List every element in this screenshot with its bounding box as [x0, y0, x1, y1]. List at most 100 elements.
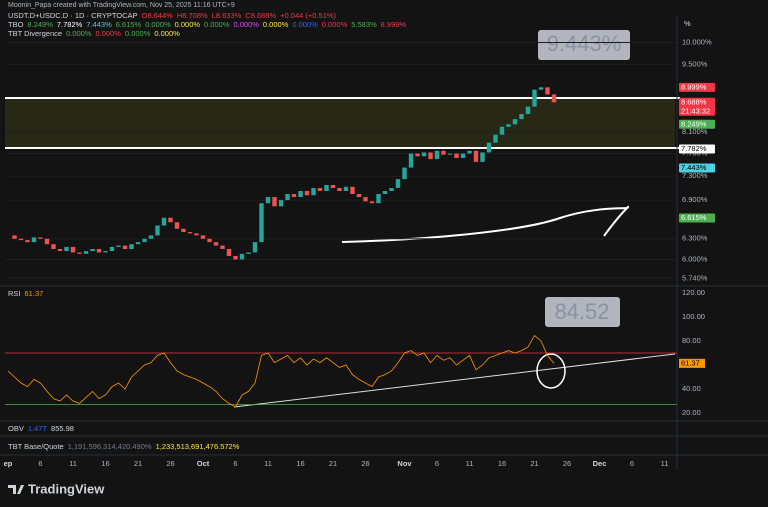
- value: 61.37: [24, 289, 44, 298]
- candle: [174, 222, 180, 229]
- x-tick-label: 6: [630, 459, 634, 468]
- candle: [213, 242, 219, 246]
- trend-line: [233, 353, 676, 408]
- candle: [473, 150, 479, 162]
- value: 1,191,596,314,420.490%: [67, 442, 152, 451]
- price-label: 8.999%: [681, 82, 707, 91]
- candle: [356, 194, 362, 198]
- legend-item: H8.708%: [176, 11, 208, 20]
- logo-icon: [8, 485, 24, 494]
- candle: [363, 197, 368, 202]
- candle: [343, 186, 349, 191]
- candle: [265, 197, 271, 204]
- candle: [109, 246, 115, 252]
- candle: [129, 244, 134, 249]
- legend-item: 0.000%: [174, 20, 201, 29]
- rsi-line: [7, 334, 555, 408]
- rsi-tick-label: 120.00: [682, 288, 705, 297]
- candle: [337, 187, 342, 191]
- candle: [291, 194, 297, 198]
- candle: [441, 150, 446, 155]
- candle: [148, 235, 154, 239]
- x-tick-label: 26: [361, 459, 369, 468]
- candle: [200, 235, 206, 239]
- candle: [324, 185, 329, 191]
- x-tick-label: 26: [563, 459, 571, 468]
- candle: [272, 197, 277, 207]
- candle: [70, 246, 76, 253]
- candle: [499, 126, 505, 135]
- candle: [447, 153, 453, 155]
- candle: [389, 187, 394, 191]
- candle: [298, 190, 303, 198]
- label: TBT Base/Quote: [8, 442, 64, 451]
- legend-item: +0.044 (+0.51%): [280, 11, 337, 20]
- x-tick-label: Nov: [397, 459, 412, 468]
- candle: [77, 252, 82, 254]
- annotation: 84.52: [554, 299, 609, 324]
- candle: [155, 225, 160, 236]
- rsi-tick-label: 40.00: [682, 384, 701, 393]
- x-tick-label: Dec: [593, 459, 607, 468]
- candle: [460, 153, 466, 158]
- price-label: 6.615%: [681, 213, 707, 222]
- label: OBV: [8, 424, 24, 433]
- drawing: [341, 205, 630, 243]
- candle: [382, 190, 388, 195]
- candle: [311, 187, 316, 196]
- candle: [480, 152, 485, 162]
- candle: [330, 185, 336, 188]
- candle: [122, 245, 128, 249]
- candle: [135, 242, 141, 245]
- candle: [25, 240, 30, 243]
- price-label-box: [679, 213, 715, 223]
- range-band: [5, 98, 675, 148]
- value: 855.98: [51, 424, 74, 433]
- candle: [161, 217, 167, 226]
- candle: [168, 217, 173, 223]
- candle: [116, 245, 121, 247]
- legend-item: USDT.D+USDC.D · 1D · CRYPTOCAP: [8, 11, 138, 20]
- candle: [51, 244, 56, 249]
- annotation: 9.443%: [547, 31, 622, 56]
- candle: [187, 232, 193, 234]
- x-tick-label: 21: [329, 459, 337, 468]
- y-tick-label: 6.300%: [682, 234, 708, 243]
- drawing: [536, 353, 566, 389]
- candle: [551, 94, 557, 103]
- rsi-legend: RSI 61.37: [8, 289, 47, 298]
- price-label-time: 21:43:32: [681, 106, 710, 115]
- legend-row: USDT.D+USDC.D · 1D · CRYPTOCAP O8.644% H8.…: [8, 11, 340, 20]
- x-tick-label: 26: [166, 459, 174, 468]
- y-tick-label: 8.100%: [682, 127, 708, 136]
- x-tick-label: 16: [296, 459, 304, 468]
- candle: [525, 106, 531, 115]
- candle: [220, 245, 225, 249]
- candle: [226, 248, 232, 256]
- y-tick-label: 6.900%: [682, 195, 708, 204]
- legend-item: TBT Divergence: [8, 29, 63, 38]
- price-label: 8.688%: [681, 97, 707, 106]
- price-label-box: [679, 97, 715, 116]
- candle: [239, 253, 245, 260]
- candle: [194, 233, 199, 236]
- value: 1,233,513,691,476.572%: [155, 442, 240, 451]
- legend-item: 0.000%: [321, 20, 348, 29]
- price-label: 7.782%: [681, 144, 707, 153]
- candle: [12, 235, 17, 239]
- rsi-value-label: 61.37: [681, 358, 700, 367]
- legend-item: 0.000%: [204, 20, 230, 29]
- rsi-tick-label: 80.00: [682, 336, 701, 345]
- candle: [96, 248, 102, 253]
- candle: [538, 87, 544, 90]
- candle: [38, 237, 43, 239]
- legend-item: C8.688%: [245, 11, 277, 20]
- legend-item: 8.249%: [27, 20, 53, 29]
- candle: [493, 134, 498, 143]
- candle: [181, 228, 186, 233]
- legend-item: 0.000%: [66, 29, 92, 38]
- x-tick-label: 11: [661, 459, 669, 468]
- candle: [246, 252, 251, 254]
- candle: [428, 152, 433, 160]
- legend-item: 8.999%: [380, 20, 407, 29]
